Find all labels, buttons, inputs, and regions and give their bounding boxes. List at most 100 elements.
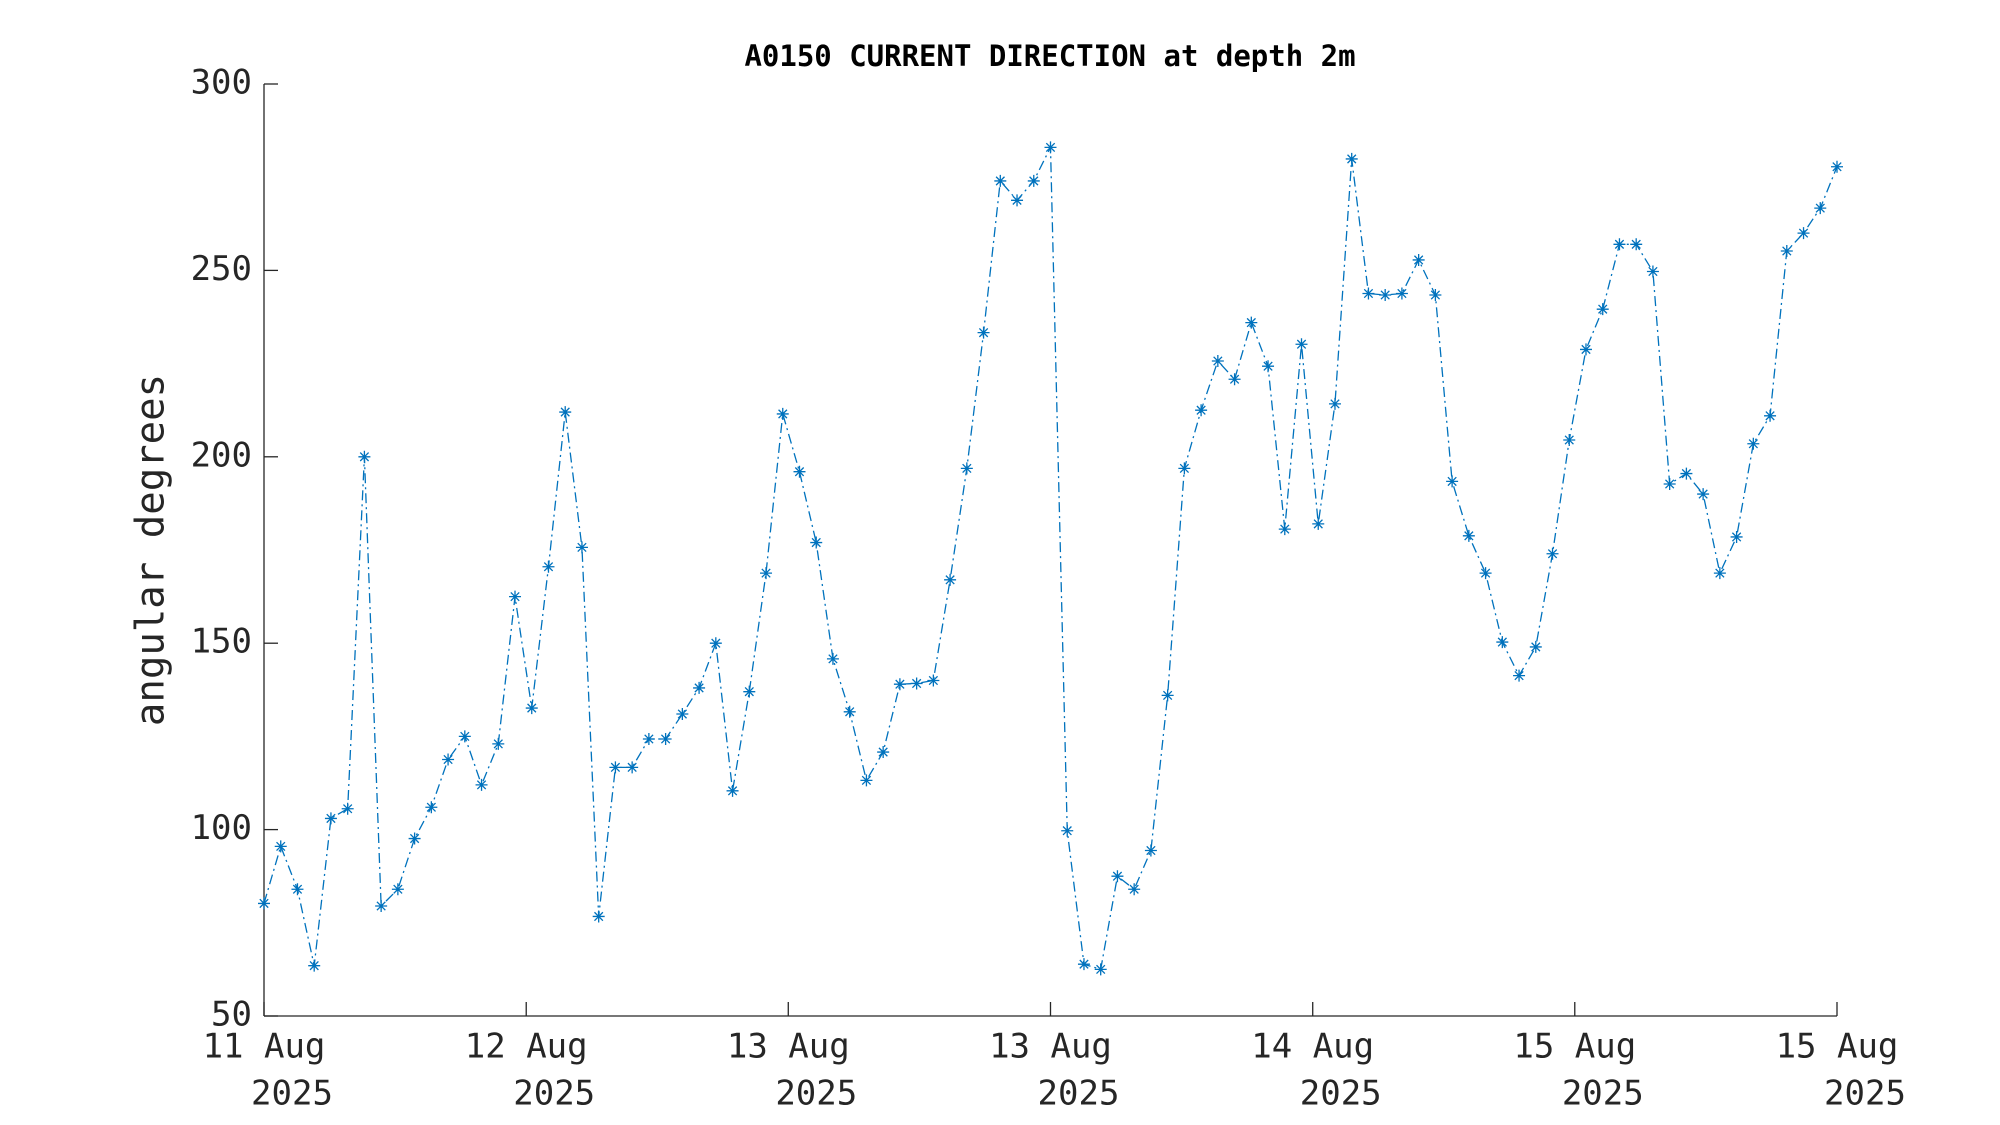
data-point bbox=[542, 560, 555, 573]
data-point bbox=[475, 778, 488, 791]
data-point bbox=[1412, 253, 1425, 266]
x-tick-label: 2025 bbox=[513, 1074, 595, 1114]
x-tick-label: 2025 bbox=[251, 1074, 333, 1114]
data-point bbox=[1831, 160, 1843, 173]
data-point bbox=[642, 733, 655, 746]
data-point bbox=[1077, 958, 1090, 971]
data-point bbox=[860, 774, 873, 787]
data-point bbox=[559, 406, 572, 419]
data-point bbox=[1596, 303, 1609, 316]
data-point bbox=[274, 840, 287, 853]
data-point bbox=[877, 746, 890, 759]
data-point bbox=[442, 753, 455, 766]
data-point bbox=[893, 678, 906, 691]
x-tick-label: 11 Aug bbox=[203, 1027, 326, 1067]
data-point bbox=[1697, 488, 1710, 501]
data-point bbox=[793, 465, 806, 478]
data-point bbox=[693, 681, 706, 694]
y-tick-label: 50 bbox=[211, 995, 252, 1035]
x-tick-label: 15 Aug bbox=[1513, 1027, 1636, 1067]
y-tick-label: 150 bbox=[191, 622, 252, 662]
data-point bbox=[1061, 824, 1074, 837]
data-point bbox=[1011, 194, 1024, 207]
data-point bbox=[525, 702, 538, 715]
data-point bbox=[509, 590, 522, 603]
data-point bbox=[308, 959, 321, 972]
data-point bbox=[1663, 478, 1676, 491]
data-point bbox=[1579, 343, 1592, 356]
data-point bbox=[1546, 547, 1559, 560]
data-point bbox=[1044, 141, 1057, 154]
data-point bbox=[1161, 689, 1174, 702]
data-point bbox=[391, 883, 404, 896]
x-tick-label: 13 Aug bbox=[727, 1027, 850, 1067]
data-point bbox=[944, 573, 957, 586]
data-point bbox=[1814, 202, 1827, 215]
data-point bbox=[575, 541, 588, 554]
x-tick-label: 2025 bbox=[775, 1074, 857, 1114]
data-point bbox=[358, 450, 371, 463]
data-point bbox=[1395, 287, 1408, 300]
x-tick-label: 12 Aug bbox=[465, 1027, 588, 1067]
data-point bbox=[1797, 227, 1810, 240]
data-point bbox=[1094, 963, 1107, 976]
data-point bbox=[1479, 567, 1492, 580]
data-point bbox=[1211, 354, 1224, 367]
y-tick-label: 100 bbox=[191, 808, 252, 848]
data-point bbox=[1646, 265, 1659, 278]
data-point bbox=[810, 536, 823, 549]
data-point bbox=[626, 761, 639, 774]
data-point bbox=[726, 784, 739, 797]
data-point bbox=[826, 652, 839, 665]
y-axis-label: angular degrees bbox=[129, 374, 174, 726]
x-tick-label: 2025 bbox=[1038, 1074, 1120, 1114]
data-point bbox=[1563, 434, 1576, 447]
data-point bbox=[1278, 523, 1291, 536]
x-tick-label: 2025 bbox=[1562, 1074, 1644, 1114]
data-point bbox=[1764, 409, 1777, 422]
data-point bbox=[1111, 870, 1124, 883]
data-point bbox=[1680, 467, 1693, 480]
data-point bbox=[927, 674, 940, 687]
data-point bbox=[776, 407, 789, 420]
data-point bbox=[1295, 338, 1308, 351]
data-point bbox=[1245, 316, 1258, 329]
data-point bbox=[458, 730, 471, 743]
data-point bbox=[1462, 529, 1475, 542]
data-point bbox=[291, 883, 304, 896]
data-point bbox=[659, 733, 672, 746]
y-tick-label: 200 bbox=[191, 435, 252, 475]
data-point bbox=[592, 910, 605, 923]
data-point bbox=[1195, 404, 1208, 417]
x-tick-label: 14 Aug bbox=[1251, 1027, 1374, 1067]
data-line bbox=[263, 147, 1838, 971]
data-point bbox=[843, 705, 856, 718]
data-point bbox=[1312, 517, 1325, 530]
data-point bbox=[960, 462, 973, 475]
data-point bbox=[1345, 152, 1358, 165]
y-tick-label: 250 bbox=[191, 249, 252, 289]
data-point bbox=[492, 737, 505, 750]
data-point bbox=[258, 897, 270, 910]
data-point bbox=[1513, 669, 1526, 682]
data-point bbox=[1328, 397, 1341, 410]
data-point bbox=[1496, 636, 1509, 649]
data-point bbox=[743, 685, 756, 698]
data-point bbox=[1128, 883, 1141, 896]
data-point bbox=[910, 677, 923, 690]
data-point bbox=[1178, 462, 1191, 475]
x-tick-label: 15 Aug bbox=[1776, 1027, 1899, 1067]
x-tick-label: 13 Aug bbox=[989, 1027, 1112, 1067]
data-point bbox=[425, 801, 438, 814]
data-point bbox=[1027, 174, 1040, 187]
data-point bbox=[1429, 289, 1442, 302]
data-point bbox=[1613, 238, 1626, 251]
data-point bbox=[709, 637, 722, 650]
data-point bbox=[1379, 289, 1392, 302]
data-point bbox=[1630, 238, 1643, 251]
data-point bbox=[1262, 360, 1275, 373]
data-point bbox=[1228, 373, 1241, 386]
data-point bbox=[1730, 530, 1743, 543]
data-point bbox=[1529, 640, 1542, 653]
